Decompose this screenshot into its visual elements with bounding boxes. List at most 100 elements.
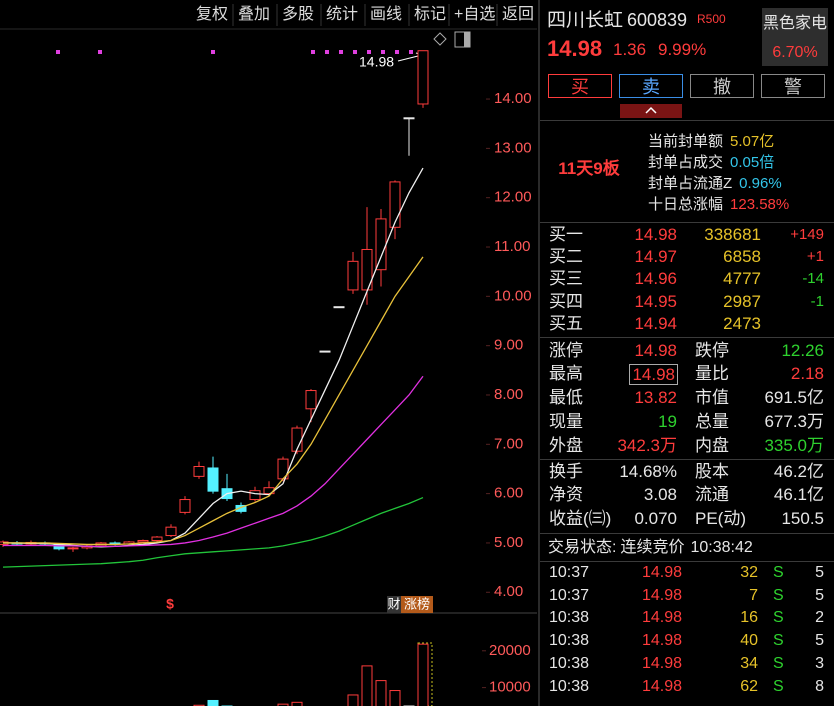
toolbar-button[interactable]: 复权 [196, 6, 229, 23]
y-tick-label: 13.00 [494, 139, 532, 156]
trade-volume: 34 [740, 654, 758, 672]
book-price: 14.97 [634, 246, 677, 266]
volume-bar [347, 694, 359, 706]
stock-price: 14.98 [547, 36, 603, 61]
trade-count: 8 [815, 677, 824, 695]
signal-dot [381, 50, 385, 54]
candle-body [67, 547, 79, 550]
toolbar-button[interactable]: 返回 [502, 6, 535, 23]
book-price: 14.95 [634, 291, 677, 311]
trade-price: 14.98 [641, 632, 682, 650]
stock-code: 600839 [627, 10, 688, 30]
action-label: 警 [784, 77, 802, 97]
trade-count: 5 [815, 632, 824, 650]
sector-name: 黑色家电 [762, 15, 827, 32]
y-tick-label: 12.00 [494, 189, 532, 206]
limit-value: 0.05倍 [730, 153, 775, 171]
trade-time: 10:38 [549, 632, 590, 650]
volume-bar [375, 680, 387, 706]
stock-change-pct: 9.99% [658, 39, 707, 59]
candle-body [137, 539, 149, 543]
panel-icon-fill [464, 32, 470, 47]
collapse-tab[interactable] [620, 104, 682, 118]
trade-price: 14.98 [641, 586, 682, 604]
stat-value: 46.2亿 [773, 461, 824, 481]
limit-value: 5.07亿 [730, 132, 775, 150]
signal-dot [325, 50, 329, 54]
stat-value: 342.3万 [617, 435, 677, 455]
status-label: 交易状态: [548, 539, 617, 556]
action-label: 撤 [713, 77, 731, 97]
candle-body [333, 306, 345, 309]
board-tag-bg [387, 596, 401, 613]
trade-price: 14.98 [641, 564, 682, 581]
action-button[interactable] [619, 74, 683, 98]
stat-value: 691.5亿 [764, 387, 824, 407]
ma-line [3, 256, 424, 546]
book-price: 14.94 [634, 314, 677, 334]
trade-side: S [773, 632, 784, 650]
y-tick-label: 8.00 [494, 386, 523, 403]
trade-side: S [773, 564, 784, 581]
stat-value: 12.26 [781, 340, 824, 360]
action-label: 卖 [642, 77, 660, 97]
signal-dot [409, 50, 413, 54]
diamond-icon[interactable] [433, 32, 447, 46]
book-change: -14 [802, 270, 824, 288]
trade-side: S [773, 677, 784, 695]
stat-value: 14.98 [629, 363, 678, 385]
stat-label: 总量 [695, 411, 729, 431]
toolbar-button[interactable]: 标记 [414, 6, 447, 23]
stat-label: 流通 [695, 484, 729, 504]
stat-label: 股本 [695, 461, 729, 481]
stat-value: 677.3万 [764, 411, 824, 431]
volume-bar [291, 701, 303, 706]
volume-bar [417, 643, 429, 706]
ma-line [3, 375, 424, 548]
toolbar-button[interactable]: +自选 [454, 6, 496, 23]
separator [540, 337, 834, 338]
book-price: 14.96 [634, 269, 677, 289]
action-button[interactable] [761, 74, 825, 98]
collapse-icon [645, 106, 657, 114]
signal-dots [56, 50, 413, 54]
y-tick-label: 9.00 [494, 337, 523, 354]
signal-dot [56, 50, 60, 54]
toolbar-button[interactable]: 多股 [282, 6, 315, 23]
book-volume: 4777 [723, 269, 761, 289]
action-button[interactable] [548, 74, 612, 98]
limit-streak: 11天9板 [558, 158, 620, 178]
stat-label: 收益(㈢) [549, 508, 612, 528]
book-change: -1 [810, 292, 824, 310]
stat-label: 内盘 [695, 435, 729, 455]
toolbar-button[interactable]: 画线 [370, 6, 403, 23]
candle-body [249, 490, 261, 501]
trade-volume: 40 [740, 632, 758, 650]
book-change: +149 [790, 225, 824, 243]
sector-box[interactable] [762, 8, 828, 66]
separator [540, 222, 834, 223]
limit-label: 十日总涨幅 [648, 195, 724, 213]
toolbar-button[interactable]: 统计 [326, 6, 359, 23]
stat-label: 量比 [695, 363, 729, 383]
signal-dot [367, 50, 371, 54]
book-volume: 6858 [723, 246, 761, 266]
trade-time: 10:38 [549, 677, 590, 695]
y-tick-label: 7.00 [494, 435, 523, 452]
book-volume: 2473 [723, 314, 761, 334]
book-label: 买二 [549, 246, 583, 266]
board-tag[interactable]: 财 [387, 596, 400, 611]
candle-body [165, 526, 177, 537]
toolbar-button[interactable]: 叠加 [238, 6, 271, 23]
trade-volume: 32 [740, 564, 758, 581]
vol-tick-label: 20000 [489, 642, 531, 659]
book-price: 14.98 [634, 224, 677, 244]
volume-bar [207, 699, 219, 706]
trade-side: S [773, 609, 784, 627]
limit-label: 封单占流通Z [648, 174, 733, 192]
chart-bg [0, 0, 537, 706]
action-button[interactable] [690, 74, 754, 98]
candle-body [347, 260, 359, 291]
signal-dot [353, 50, 357, 54]
board-tag[interactable]: 涨榜 [404, 596, 430, 611]
